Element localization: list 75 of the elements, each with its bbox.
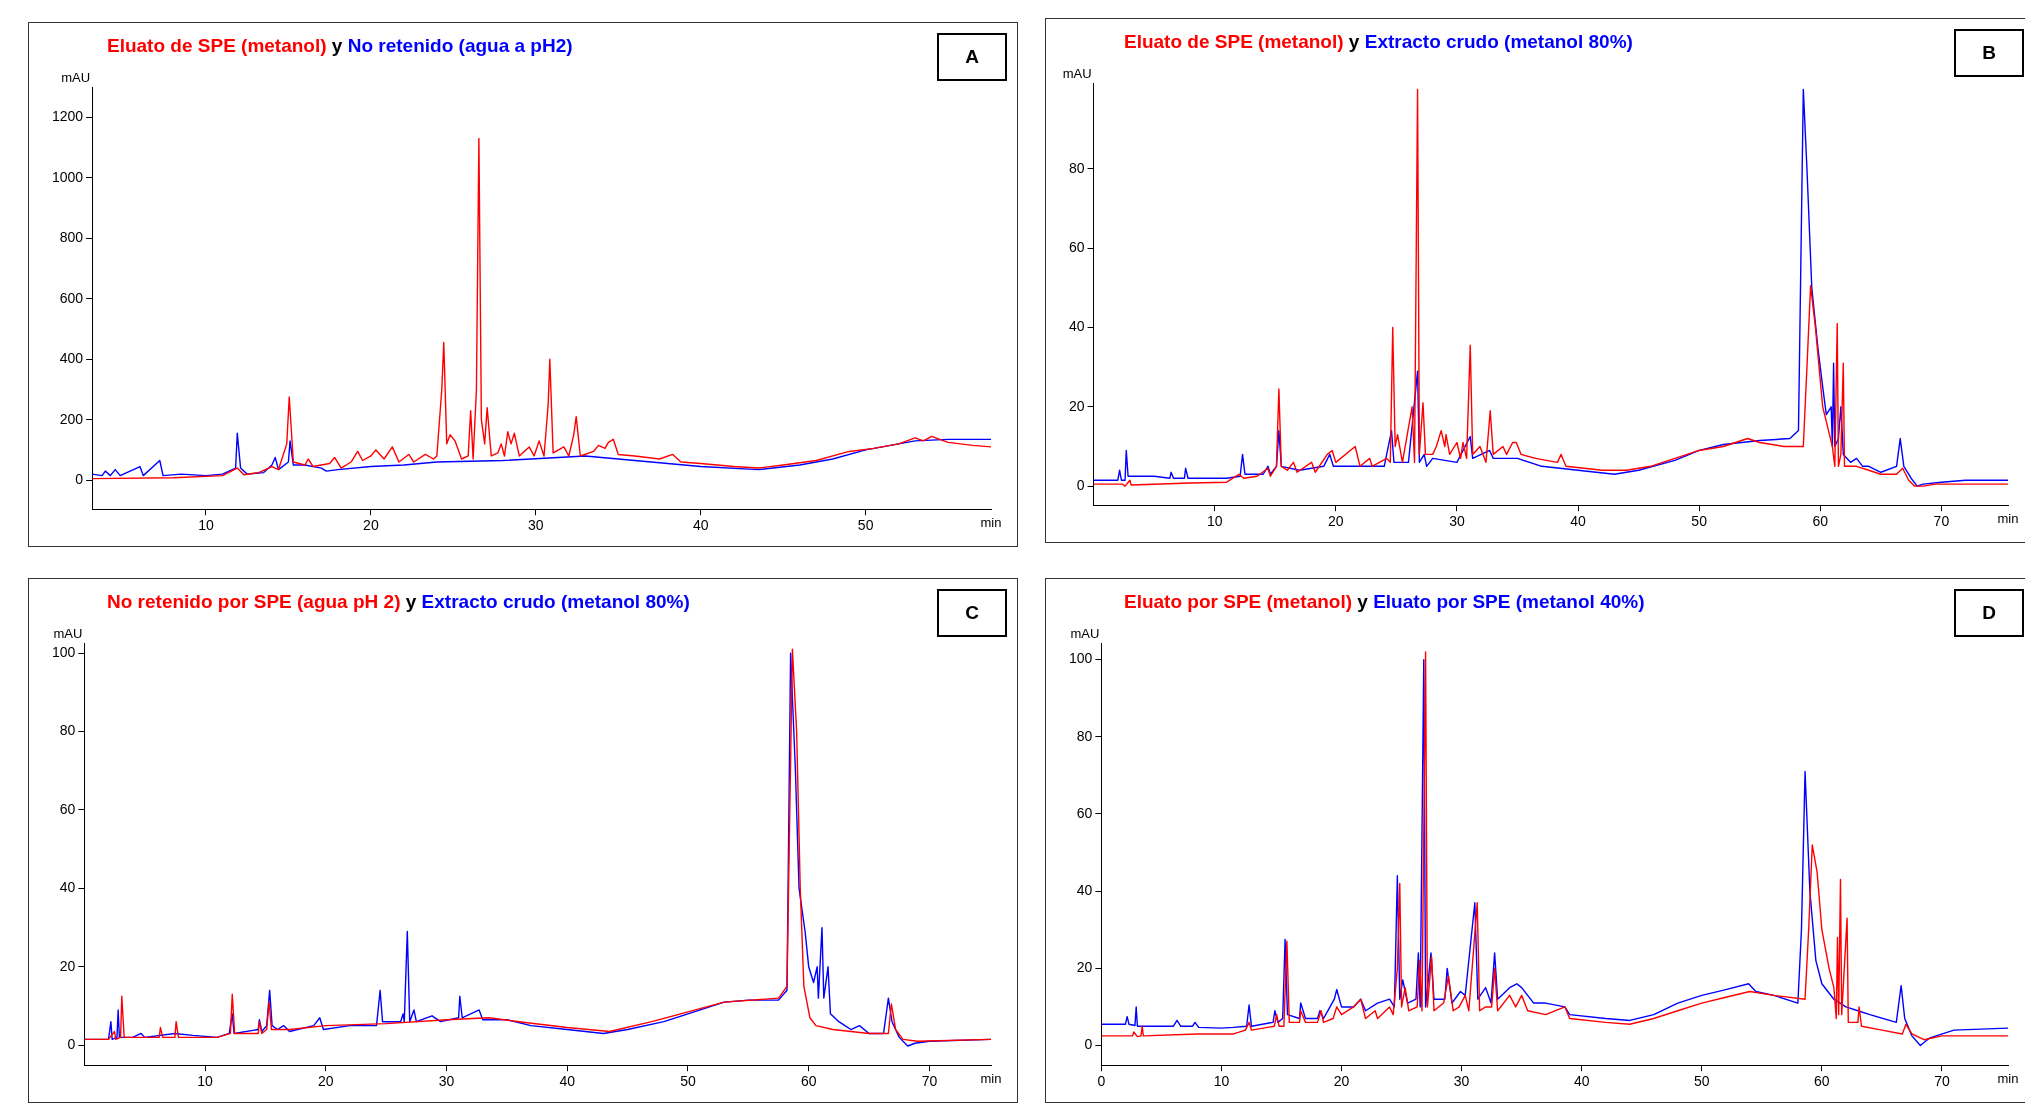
text: y <box>1356 591 1369 612</box>
text: Eluato por SPE (metanol 40%) <box>1373 591 1645 612</box>
y-tick-label: 800 <box>59 229 84 246</box>
x-tick-label: 70 <box>1933 513 1950 530</box>
y-tick-label: 20 <box>1076 959 1093 976</box>
text: Extracto crudo (metanol 80%) <box>1364 31 1633 52</box>
y-tick-label: 40 <box>59 879 76 896</box>
x-tick-label: 30 <box>1453 1073 1470 1090</box>
x-tick-label: 10 <box>1206 513 1223 530</box>
x-tick-label: 10 <box>197 1073 214 1090</box>
y-tick-label: 60 <box>59 800 76 817</box>
y-tick-label: 0 <box>1084 1036 1093 1053</box>
x-axis-title: min <box>1997 1071 2019 1087</box>
x-tick-label: 70 <box>1934 1073 1950 1090</box>
x-tick-label: 60 <box>1814 1073 1830 1090</box>
chart-title: A <box>937 33 1007 81</box>
text: Eluato de SPE (metanol) <box>1124 31 1344 52</box>
x-tick-label: 30 <box>528 517 544 534</box>
x-tick-label: 60 <box>800 1073 817 1090</box>
x-axis-title: min <box>980 1071 1002 1087</box>
y-tick-label: 40 <box>1076 882 1093 899</box>
x-tick-label: 20 <box>318 1073 334 1090</box>
chart-title: C <box>937 589 1007 637</box>
chart-title: B <box>1954 29 2024 77</box>
y-tick-label: 0 <box>75 471 84 488</box>
x-tick-label: 50 <box>857 517 874 534</box>
y-tick-label: 80 <box>1076 727 1093 744</box>
y-axis-title: mAU <box>61 70 91 86</box>
y-axis-title: mAU <box>53 626 83 642</box>
text: y <box>330 35 344 56</box>
x-tick-label: 20 <box>1328 513 1344 530</box>
y-tick-label: 80 <box>1068 159 1085 176</box>
x-tick-label: 50 <box>1693 1073 1710 1090</box>
x-axis-title: min <box>1997 511 2019 527</box>
y-tick-label: 600 <box>59 289 84 306</box>
x-tick-label: 40 <box>1573 1073 1590 1090</box>
chart-title: D <box>1954 589 2024 637</box>
x-tick-label: 10 <box>1213 1073 1230 1090</box>
x-tick-label: 30 <box>1449 513 1465 530</box>
text: y <box>404 591 418 612</box>
y-tick-label: 40 <box>1068 318 1085 335</box>
x-tick-label: 40 <box>692 517 709 534</box>
x-tick-label: 10 <box>198 517 214 534</box>
y-tick-label: 20 <box>1068 397 1085 414</box>
y-tick-label: 100 <box>52 644 76 661</box>
y-tick-label: 80 <box>59 722 76 739</box>
y-tick-label: 0 <box>1076 477 1085 494</box>
x-tick-label: 30 <box>438 1073 455 1090</box>
text: No retenido (agua a pH2) <box>347 35 573 56</box>
x-tick-label: 50 <box>1691 513 1708 530</box>
x-tick-label: 20 <box>1333 1073 1350 1090</box>
x-tick-label: 50 <box>680 1073 696 1090</box>
x-axis-title: min <box>980 515 1002 531</box>
x-tick-label: 60 <box>1812 513 1829 530</box>
y-tick-label: 60 <box>1076 804 1093 821</box>
x-tick-label: 40 <box>1570 513 1587 530</box>
y-axis-title: mAU <box>1062 66 1092 82</box>
y-tick-label: 1200 <box>51 108 84 125</box>
text: y <box>1347 31 1361 52</box>
x-tick-label: 0 <box>1097 1073 1106 1090</box>
text: Extracto crudo (metanol 80%) <box>421 591 690 612</box>
text: Eluato por SPE (metanol) <box>1124 591 1353 612</box>
y-axis-title: mAU <box>1070 626 1100 642</box>
x-tick-label: 70 <box>921 1073 938 1090</box>
y-tick-label: 400 <box>59 350 84 367</box>
y-tick-label: 200 <box>59 410 84 427</box>
y-tick-label: 1000 <box>51 168 84 185</box>
text: No retenido por SPE (agua pH 2) <box>107 591 401 612</box>
y-tick-label: 60 <box>1068 238 1085 255</box>
text: Eluato de SPE (metanol) <box>107 35 327 56</box>
x-tick-label: 20 <box>363 517 379 534</box>
y-tick-label: 0 <box>67 1036 76 1053</box>
y-tick-label: 100 <box>1069 650 1093 667</box>
x-tick-label: 40 <box>559 1073 576 1090</box>
y-tick-label: 20 <box>59 957 76 974</box>
